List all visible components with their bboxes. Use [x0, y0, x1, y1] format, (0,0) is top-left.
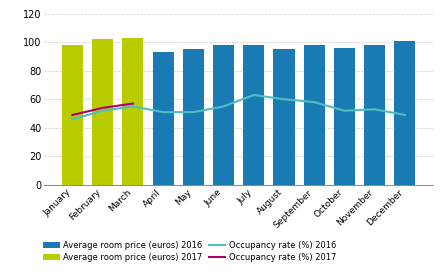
- Bar: [334, 48, 355, 185]
- Bar: [304, 45, 325, 185]
- Bar: [183, 49, 204, 185]
- Bar: [213, 45, 234, 185]
- Bar: [92, 39, 113, 185]
- Bar: [394, 41, 415, 185]
- Bar: [122, 38, 144, 185]
- Bar: [62, 52, 83, 185]
- Bar: [122, 44, 144, 185]
- Legend: Average room price (euros) 2016, Average room price (euros) 2017, Occupancy rate: Average room price (euros) 2016, Average…: [39, 238, 339, 265]
- Bar: [152, 52, 174, 185]
- Bar: [274, 49, 294, 185]
- Bar: [364, 45, 385, 185]
- Bar: [243, 45, 264, 185]
- Bar: [62, 45, 83, 185]
- Bar: [92, 47, 113, 185]
